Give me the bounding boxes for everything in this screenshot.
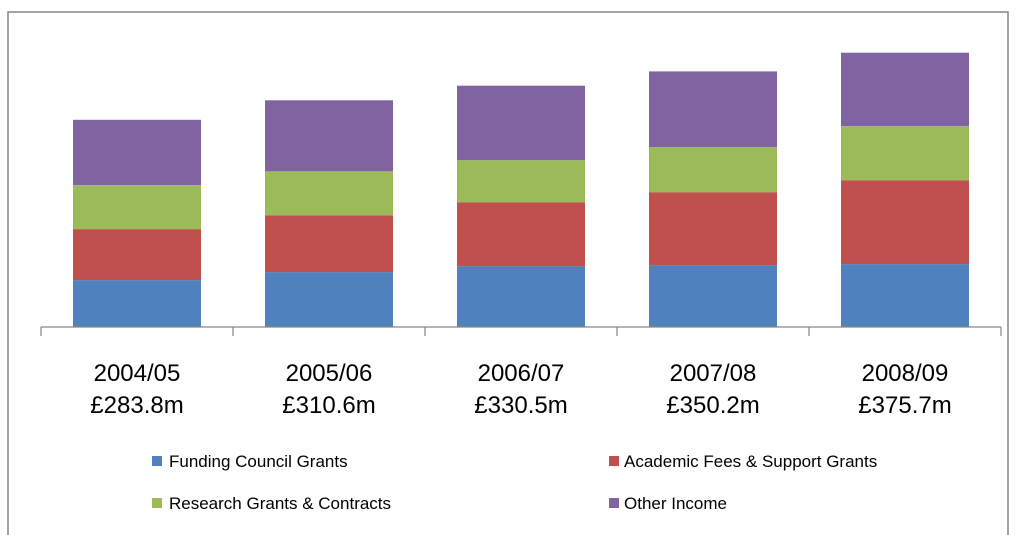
legend-item-other-income: Other Income (609, 494, 727, 513)
x-tick-label-2004-05: 2004/05 (94, 360, 181, 387)
legend-label: Other Income (624, 494, 727, 513)
bar-segment-2004-05-academic-fees-support-grants (73, 229, 201, 281)
bar-segment-2005-06-other-income (265, 100, 393, 172)
x-axis-labels: 2004/05 £283.8m 2005/06 £310.6m 2006/07 £330.… (90, 360, 951, 419)
legend-swatch (152, 456, 162, 466)
bar-segment-2008-09-research-grants-contracts (841, 126, 969, 181)
x-tick-total-2004-05: £283.8m (90, 392, 183, 419)
legend-swatch (609, 498, 619, 508)
x-tick-total-2008-09: £375.7m (858, 392, 951, 419)
bar-segment-2006-07-other-income (457, 85, 585, 161)
legend-item-funding-council-grants: Funding Council Grants (152, 452, 348, 471)
legend-label: Research Grants & Contracts (169, 494, 391, 513)
x-tick-label-2007-08: 2007/08 (670, 360, 757, 387)
legend-swatch (609, 456, 619, 466)
bar-segment-2005-06-academic-fees-support-grants (265, 215, 393, 273)
legend-item-research-grants-contracts: Research Grants & Contracts (152, 494, 391, 513)
bar-segment-2008-09-funding-council-grants (841, 264, 969, 327)
x-tick-total-2006-07: £330.5m (474, 392, 567, 419)
bar-segment-2004-05-other-income (73, 119, 201, 186)
x-tick-label-2006-07: 2006/07 (478, 360, 565, 387)
bar-segment-2004-05-funding-council-grants (73, 280, 201, 327)
bar-segment-2005-06-funding-council-grants (265, 272, 393, 327)
legend-label: Academic Fees & Support Grants (624, 452, 877, 471)
x-tick-total-2007-08: £350.2m (666, 392, 759, 419)
bar-segment-2008-09-other-income (841, 52, 969, 127)
bar-segment-2006-07-research-grants-contracts (457, 160, 585, 203)
legend-item-academic-fees-support-grants: Academic Fees & Support Grants (609, 452, 877, 471)
bars-group (73, 52, 969, 327)
bar-segment-2007-08-research-grants-contracts (649, 147, 777, 193)
legend-label: Funding Council Grants (169, 452, 348, 471)
bar-segment-2007-08-other-income (649, 71, 777, 148)
bar-segment-2007-08-academic-fees-support-grants (649, 192, 777, 266)
bar-segment-2006-07-academic-fees-support-grants (457, 202, 585, 267)
legend-swatch (152, 498, 162, 508)
bar-segment-2006-07-funding-council-grants (457, 266, 585, 327)
chart-border (7, 11, 1009, 535)
bar-segment-2005-06-research-grants-contracts (265, 171, 393, 216)
x-tick-label-2008-09: 2008/09 (862, 360, 949, 387)
bar-segment-2004-05-research-grants-contracts (73, 185, 201, 230)
x-axis-ticks (40, 327, 1002, 336)
bar-segment-2007-08-funding-council-grants (649, 265, 777, 327)
x-tick-label-2005-06: 2005/06 (286, 360, 373, 387)
legend: Funding Council Grants Academic Fees & S… (152, 452, 877, 513)
x-tick-total-2005-06: £310.6m (282, 392, 375, 419)
bar-segment-2008-09-academic-fees-support-grants (841, 180, 969, 265)
